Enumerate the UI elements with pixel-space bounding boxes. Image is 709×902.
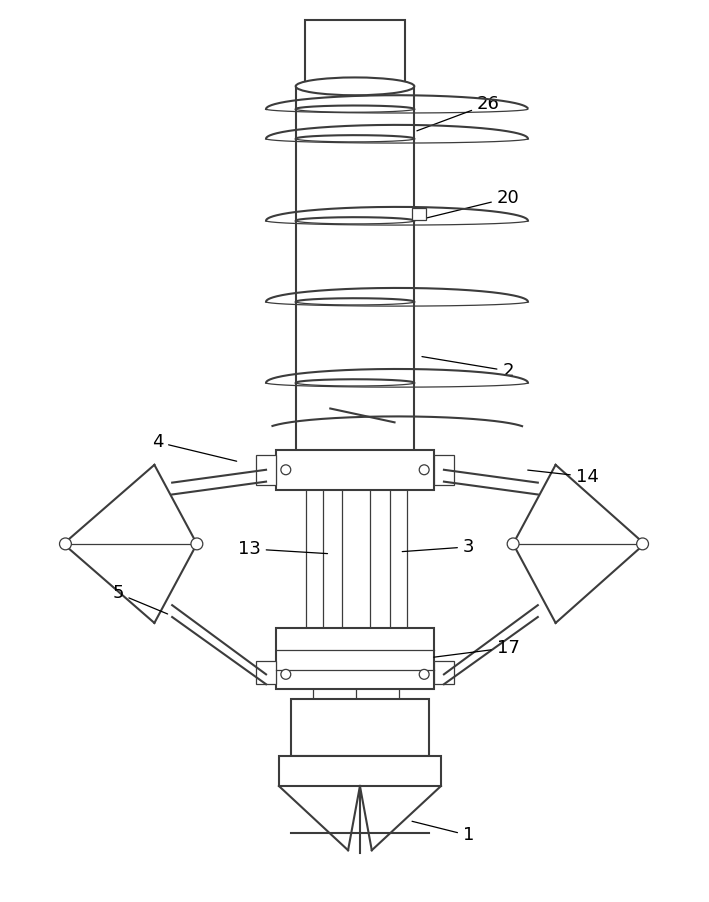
Text: 1: 1 bbox=[412, 822, 474, 844]
Text: 3: 3 bbox=[402, 538, 474, 556]
Bar bbox=[256, 455, 276, 484]
Circle shape bbox=[419, 465, 429, 474]
Bar bbox=[291, 699, 429, 757]
Circle shape bbox=[507, 538, 519, 550]
Ellipse shape bbox=[296, 78, 414, 96]
Text: 14: 14 bbox=[527, 468, 598, 485]
Text: 2: 2 bbox=[422, 356, 514, 380]
Bar bbox=[434, 455, 454, 484]
Bar bbox=[413, 207, 426, 220]
Bar bbox=[276, 450, 434, 490]
Bar bbox=[279, 757, 441, 786]
Bar bbox=[434, 661, 454, 685]
Circle shape bbox=[419, 669, 429, 679]
Text: 20: 20 bbox=[422, 189, 520, 219]
Circle shape bbox=[281, 669, 291, 679]
Text: 17: 17 bbox=[434, 639, 520, 658]
Text: 4: 4 bbox=[152, 433, 237, 461]
Circle shape bbox=[637, 538, 649, 550]
Text: 26: 26 bbox=[417, 95, 500, 131]
Circle shape bbox=[60, 538, 72, 550]
Bar bbox=[276, 628, 434, 689]
Circle shape bbox=[191, 538, 203, 550]
Text: 5: 5 bbox=[112, 584, 167, 614]
Text: 13: 13 bbox=[238, 539, 328, 557]
Bar bbox=[305, 20, 406, 85]
Circle shape bbox=[281, 465, 291, 474]
Bar bbox=[256, 661, 276, 685]
